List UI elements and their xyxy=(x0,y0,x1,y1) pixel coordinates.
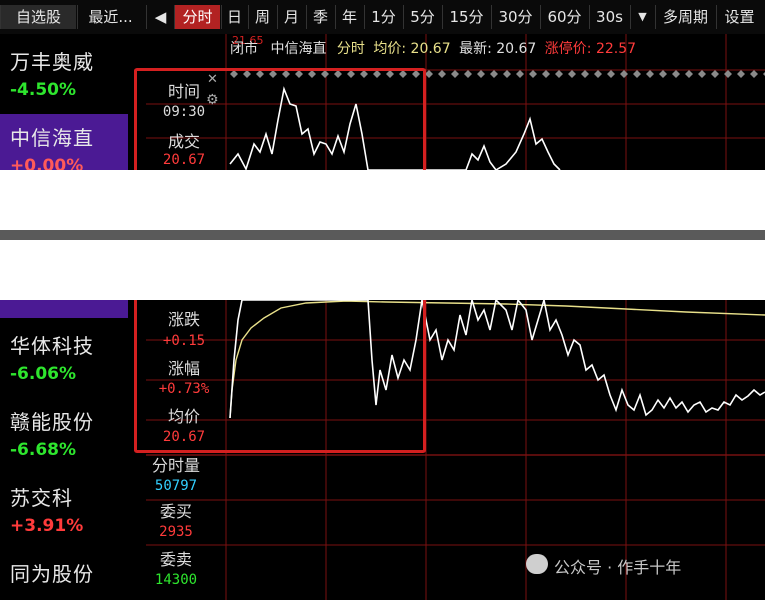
list-item[interactable]: 赣能股份 -6.68% xyxy=(0,398,128,472)
stock-name: 中信海直 xyxy=(10,126,94,150)
stock-change: +0.00% xyxy=(10,156,84,170)
stock-title: 中信海直 xyxy=(270,41,327,57)
intraday-chart-bottom-svg xyxy=(146,300,765,600)
bid-label: 委买 xyxy=(159,502,192,521)
list-item-selected[interactable]: 中信海直 +0.00% xyxy=(0,114,128,170)
chart-mode: 分时 xyxy=(336,41,365,57)
tick-volume-label: 分时量 xyxy=(151,456,200,475)
price-line xyxy=(229,300,765,419)
intraday-chart-top: 21.65 闭市 中信海直 分时 均价: 20.67 最新: 20.67 涨停价… xyxy=(146,34,765,170)
tab-period-intraday[interactable]: 分时 xyxy=(174,5,220,29)
period-dropdown[interactable]: ▼ xyxy=(630,5,654,29)
time-label: 时间 xyxy=(167,82,200,101)
back-button[interactable]: ◀ xyxy=(146,5,174,29)
volume-label: 成交 xyxy=(167,132,200,151)
tab-period-quarter[interactable]: 季 xyxy=(306,5,334,29)
tab-period-year[interactable]: 年 xyxy=(335,5,363,29)
stock-change: -6.06% xyxy=(10,364,77,384)
avg-price-value: 20.67 xyxy=(162,429,206,445)
watchlist-sidebar: 万丰奥威 -4.50% 中信海直 +0.00% xyxy=(0,34,132,170)
stock-name: 万丰奥威 xyxy=(10,50,94,74)
period-toolbar: 自选股 最近... ◀ 分时 日 周 月 季 年 1分 5分 15分 30分 6… xyxy=(0,0,765,34)
avg-label: 均价: xyxy=(373,41,407,57)
stock-change: -4.50% xyxy=(10,80,77,100)
info-crosshair-box-bottom xyxy=(134,300,426,453)
watermark: 公众号 · 作手十年 xyxy=(554,558,682,577)
list-item[interactable]: 苏交科 +3.91% xyxy=(0,474,128,548)
avg-value: 20.67 xyxy=(410,41,451,57)
tab-watchlist[interactable]: 自选股 xyxy=(0,5,76,29)
tab-recent[interactable]: 最近... xyxy=(77,5,143,29)
latest-label: 最新: xyxy=(459,41,492,57)
quote-header: 闭市 中信海直 分时 均价: 20.67 最新: 20.67 涨停价: 22.5… xyxy=(230,38,636,58)
close-icon[interactable]: ✕ xyxy=(207,72,218,87)
top-panel: 自选股 最近... ◀ 分时 日 周 月 季 年 1分 5分 15分 30分 6… xyxy=(0,0,765,170)
tick-volume-value: 50797 xyxy=(154,478,198,494)
bottom-panel: 华体科技 -6.06% 赣能股份 -6.68% 苏交科 +3.91% 同为股份 xyxy=(0,300,765,600)
list-item[interactable]: 万丰奥威 -4.50% xyxy=(0,38,128,112)
latest-value: 20.67 xyxy=(496,41,537,57)
intraday-chart-svg xyxy=(146,34,765,170)
gear-icon[interactable]: ⚙ xyxy=(206,92,219,108)
list-item[interactable]: 华体科技 -6.06% xyxy=(0,322,128,396)
tab-period-1m[interactable]: 1分 xyxy=(364,5,402,29)
wechat-icon xyxy=(526,554,548,574)
limit-value: 22.57 xyxy=(595,41,637,57)
stock-name: 苏交科 xyxy=(10,486,73,510)
selected-item-tail xyxy=(0,300,128,318)
axis-top-label: 21.65 xyxy=(232,34,264,47)
bid-value: 2935 xyxy=(159,524,193,540)
tab-period-30s[interactable]: 30s xyxy=(589,5,629,29)
avg-price-label: 均价 xyxy=(167,407,200,426)
pct-label: 涨幅 xyxy=(167,359,200,378)
tab-period-month[interactable]: 月 xyxy=(277,5,305,29)
tab-period-60m[interactable]: 60分 xyxy=(540,5,588,29)
chevron-down-icon: ▼ xyxy=(638,10,647,23)
info-crosshair-box xyxy=(134,68,426,170)
avg-price-line xyxy=(229,300,765,419)
time-value: 09:30 xyxy=(162,104,206,120)
stock-name: 同为股份 xyxy=(10,562,94,586)
stock-change: +3.91% xyxy=(10,516,84,536)
stock-change: -6.68% xyxy=(10,440,77,460)
tab-period-week[interactable]: 周 xyxy=(248,5,276,29)
watchlist-sidebar-continued: 华体科技 -6.06% 赣能股份 -6.68% 苏交科 +3.91% 同为股份 xyxy=(0,300,132,600)
multi-period-button[interactable]: 多周期 xyxy=(655,5,715,29)
tab-period-5m[interactable]: 5分 xyxy=(403,5,441,29)
change-value: +0.15 xyxy=(162,333,206,349)
pct-value: +0.73% xyxy=(158,381,210,397)
volume-value: 20.67 xyxy=(162,152,206,168)
tab-period-15m[interactable]: 15分 xyxy=(442,5,490,29)
stock-name: 华体科技 xyxy=(10,334,94,358)
list-item[interactable]: 同为股份 xyxy=(0,550,128,600)
tab-period-30m[interactable]: 30分 xyxy=(491,5,539,29)
tab-period-day[interactable]: 日 xyxy=(221,5,247,29)
settings-button[interactable]: 设置 xyxy=(716,5,762,29)
stock-name: 赣能股份 xyxy=(10,410,94,434)
ask-label: 委卖 xyxy=(159,550,192,569)
change-label: 涨跌 xyxy=(167,310,200,329)
market-status: 闭市 xyxy=(230,41,258,57)
limit-label: 涨停价: xyxy=(544,41,592,57)
price-line xyxy=(229,86,561,170)
section-divider xyxy=(0,230,765,240)
back-icon: ◀ xyxy=(154,8,167,26)
ask-value: 14300 xyxy=(154,572,198,588)
